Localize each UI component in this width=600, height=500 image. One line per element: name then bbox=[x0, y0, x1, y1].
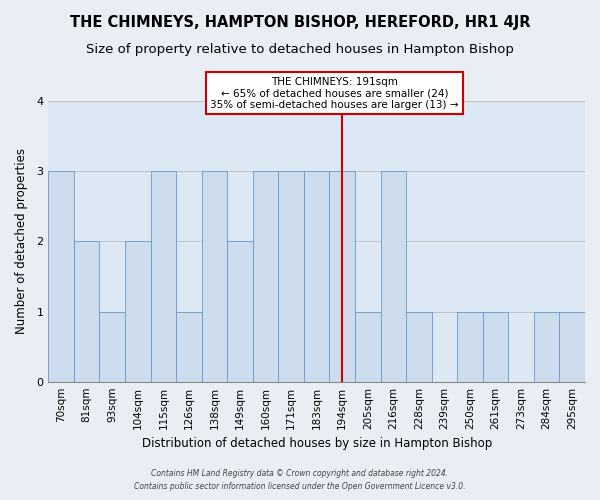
Bar bbox=[100, 312, 125, 382]
Text: Contains HM Land Registry data © Crown copyright and database right 2024.
Contai: Contains HM Land Registry data © Crown c… bbox=[134, 470, 466, 491]
Bar bbox=[457, 312, 483, 382]
Text: THE CHIMNEYS: 191sqm
← 65% of detached houses are smaller (24)
35% of semi-detac: THE CHIMNEYS: 191sqm ← 65% of detached h… bbox=[210, 76, 459, 110]
Y-axis label: Number of detached properties: Number of detached properties bbox=[15, 148, 28, 334]
Bar bbox=[380, 172, 406, 382]
Bar bbox=[559, 312, 585, 382]
Bar bbox=[329, 172, 355, 382]
Bar bbox=[304, 172, 329, 382]
Text: THE CHIMNEYS, HAMPTON BISHOP, HEREFORD, HR1 4JR: THE CHIMNEYS, HAMPTON BISHOP, HEREFORD, … bbox=[70, 15, 530, 30]
Bar bbox=[278, 172, 304, 382]
Bar bbox=[74, 242, 100, 382]
Bar bbox=[202, 172, 227, 382]
Bar bbox=[355, 312, 380, 382]
X-axis label: Distribution of detached houses by size in Hampton Bishop: Distribution of detached houses by size … bbox=[142, 437, 492, 450]
Bar bbox=[534, 312, 559, 382]
Bar bbox=[176, 312, 202, 382]
Bar bbox=[483, 312, 508, 382]
Bar bbox=[125, 242, 151, 382]
Bar bbox=[253, 172, 278, 382]
Bar bbox=[227, 242, 253, 382]
Bar bbox=[49, 172, 74, 382]
Text: Size of property relative to detached houses in Hampton Bishop: Size of property relative to detached ho… bbox=[86, 42, 514, 56]
Bar bbox=[406, 312, 431, 382]
Bar bbox=[151, 172, 176, 382]
